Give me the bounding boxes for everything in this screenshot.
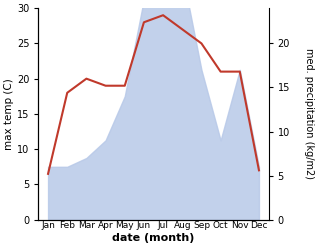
- Y-axis label: max temp (C): max temp (C): [4, 78, 14, 150]
- Y-axis label: med. precipitation (kg/m2): med. precipitation (kg/m2): [304, 48, 314, 179]
- X-axis label: date (month): date (month): [112, 233, 195, 243]
